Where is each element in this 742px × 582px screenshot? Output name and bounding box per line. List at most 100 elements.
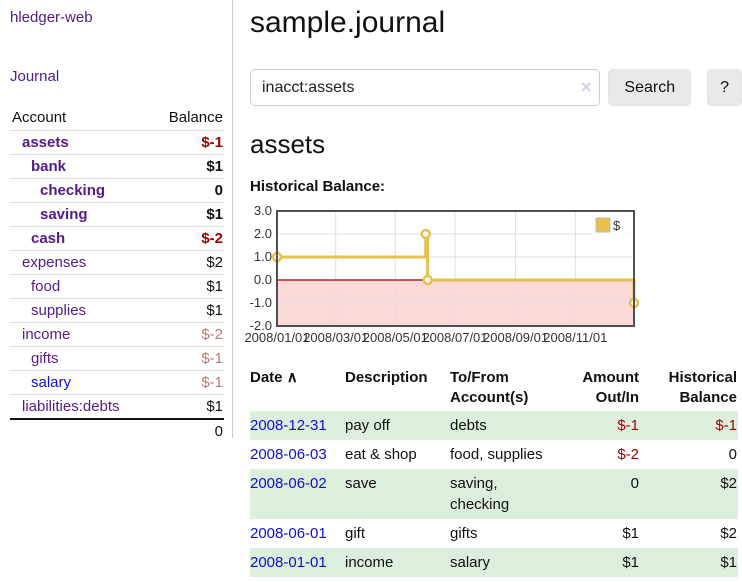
table-row: bank $1 (10, 154, 224, 179)
account-link-checking[interactable]: checking (40, 182, 106, 199)
legend-swatch-icon (595, 217, 611, 233)
transaction-date-link[interactable]: 2008-06-02 (250, 475, 327, 492)
account-link-assets[interactable]: assets (22, 134, 69, 151)
amount-column-header: Amount Out/In (582, 369, 639, 406)
table-row: cash $-2 (10, 226, 224, 251)
table-row: assets $-1 (10, 130, 224, 155)
transaction-description: income (345, 548, 450, 577)
transaction-description: eat & shop (345, 446, 417, 463)
transaction-date-link[interactable]: 2008-12-31 (250, 417, 327, 434)
table-row: liabilities:debts $1 (10, 394, 224, 419)
sidebar-item-journal[interactable]: Journal (10, 68, 60, 85)
account-heading: assets (250, 129, 326, 159)
transaction-accounts: debts (450, 411, 560, 440)
table-row: 2008-01-01 income salary $1 $1 (250, 548, 738, 577)
account-balance: $1 (150, 274, 224, 299)
accounts-table: Account Balance assets $-1 bank $1 check… (10, 106, 224, 443)
chart-legend: $ (592, 215, 631, 237)
svg-text:2008/07/01: 2008/07/01 (422, 330, 487, 345)
transaction-balance: $2 (640, 469, 738, 519)
historical-balance-chart: $ 3.0 2.0 1.0 0.0 -1.0 -2.0 2008/01/01 2… (244, 203, 640, 345)
account-balance: $1 (150, 202, 224, 227)
account-link-saving[interactable]: saving (40, 206, 88, 223)
account-balance: $1 (150, 298, 224, 323)
table-row: saving $1 (10, 202, 224, 227)
svg-text:2008/03/01: 2008/03/01 (303, 330, 368, 345)
help-button[interactable]: ? (707, 69, 742, 106)
account-link-supplies[interactable]: supplies (31, 302, 87, 319)
account-balance: $-2 (150, 226, 224, 251)
sidebar: hledger-web Journal Account Balance asse… (0, 0, 233, 443)
transaction-description: gift (345, 525, 366, 542)
chart-heading: Historical Balance: (250, 178, 386, 195)
chart-border (276, 210, 635, 327)
page-title: sample.journal (250, 6, 446, 39)
account-link-food[interactable]: food (31, 278, 61, 295)
transaction-description: save (345, 469, 450, 519)
transaction-date-link[interactable]: 2008-06-03 (250, 446, 327, 463)
transaction-description: pay off (345, 411, 450, 440)
table-row: checking 0 (10, 178, 224, 203)
table-row: 2008-12-31 pay off debts $-1 $-1 (250, 411, 738, 440)
y-axis-labels: 3.0 2.0 1.0 0.0 -1.0 -2.0 (250, 203, 272, 333)
table-row: supplies $1 (10, 298, 224, 323)
clear-search-icon[interactable]: × (580, 77, 592, 97)
accounts-total-row: 0 (10, 418, 224, 443)
table-row: 2008-06-02 save saving, checking 0 $2 (250, 469, 738, 519)
table-row: gifts $-1 (10, 346, 224, 371)
accounts-column-header: To/From Account(s) (450, 369, 529, 406)
transaction-accounts: salary (450, 548, 560, 577)
svg-text:2008/09/01: 2008/09/01 (483, 330, 548, 345)
transaction-amount: $-2 (617, 446, 639, 463)
transaction-amount: $-1 (560, 411, 640, 440)
x-axis-labels: 2008/01/01 2008/03/01 2008/05/01 2008/07… (244, 330, 607, 345)
svg-text:-2.0: -2.0 (250, 318, 272, 333)
account-link-salary[interactable]: salary (31, 374, 72, 391)
description-column-header: Description (345, 369, 428, 386)
account-balance: $-1 (150, 130, 224, 155)
svg-text:2008/05/01: 2008/05/01 (363, 330, 428, 345)
svg-text:3.0: 3.0 (254, 203, 272, 218)
transaction-accounts: saving, checking (450, 469, 560, 519)
search-form: × Search ? (250, 69, 742, 106)
svg-text:1.0: 1.0 (254, 249, 272, 264)
search-input[interactable] (250, 69, 601, 106)
account-link-expenses[interactable]: expenses (22, 254, 87, 271)
register-header-row: Date ∧ Description To/From Account(s) Am… (250, 365, 738, 411)
balance-column-header: Historical Balance (668, 369, 737, 406)
account-balance: $-1 (150, 346, 224, 371)
transaction-amount: 0 (560, 469, 640, 519)
table-row: expenses $2 (10, 250, 224, 275)
date-column-header[interactable]: Date ∧ (250, 369, 298, 386)
main-content: sample.journal × Search ? assets Histori… (244, 0, 742, 577)
transaction-date-link[interactable]: 2008-01-01 (250, 554, 327, 571)
svg-text:2008/11/01: 2008/11/01 (543, 330, 607, 345)
register-table: Date ∧ Description To/From Account(s) Am… (250, 365, 738, 577)
transaction-balance: $-1 (640, 411, 738, 440)
account-balance: $1 (150, 394, 224, 419)
transaction-balance: $2 (720, 525, 737, 542)
app-brand-link[interactable]: hledger-web (10, 9, 93, 26)
account-balance: $-2 (150, 322, 224, 347)
transaction-accounts: food, supplies (450, 446, 543, 463)
svg-text:0.0: 0.0 (254, 272, 272, 287)
table-row: salary $-1 (10, 370, 224, 395)
balance-column-header: Balance (168, 109, 223, 126)
transaction-amount: $1 (560, 548, 640, 577)
svg-text:-1.0: -1.0 (250, 295, 272, 310)
account-link-cash[interactable]: cash (31, 230, 66, 247)
search-button[interactable]: Search (608, 69, 692, 106)
account-balance: $1 (150, 154, 224, 179)
account-column-header: Account (12, 109, 67, 126)
account-link-liabilities-debts[interactable]: liabilities:debts (22, 398, 120, 415)
transaction-date-link[interactable]: 2008-06-01 (250, 525, 327, 542)
legend-label: $ (613, 218, 621, 233)
table-row: 2008-06-01 gift gifts $1 $2 (250, 519, 738, 548)
table-row: 2008-06-03 eat & shop food, supplies $-2… (250, 440, 738, 469)
accounts-total-value: 0 (150, 418, 224, 443)
account-link-income[interactable]: income (22, 326, 71, 343)
table-row: income $-2 (10, 322, 224, 347)
account-link-bank[interactable]: bank (31, 158, 67, 175)
accounts-table-header: Account Balance (10, 106, 224, 131)
account-link-gifts[interactable]: gifts (31, 350, 59, 367)
